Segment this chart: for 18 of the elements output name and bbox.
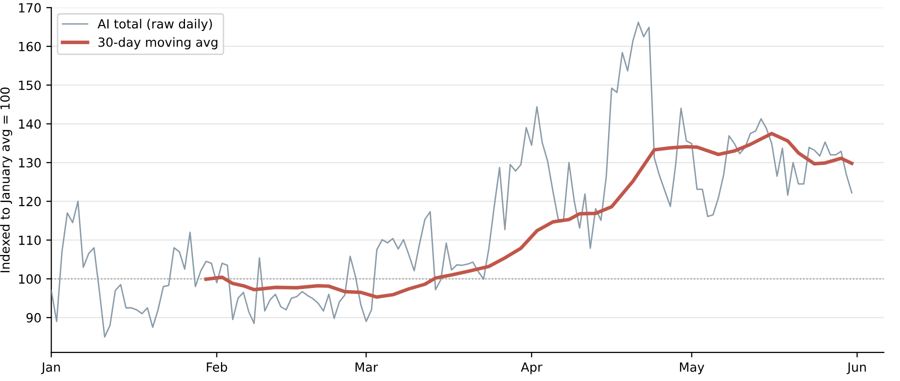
x-tick-label: Apr	[520, 362, 542, 374]
x-tick-label: May	[680, 362, 704, 374]
x-tick-label: Jun	[846, 362, 866, 374]
y-tick-label: 90	[26, 313, 41, 322]
y-tick-label: 100	[19, 274, 41, 284]
legend-label: AI total (raw daily)	[98, 18, 212, 31]
y-tick-label: 140	[19, 119, 41, 129]
y-tick-label: 110	[19, 236, 41, 245]
y-tick-label: 170	[19, 3, 41, 13]
x-tick-label: Feb	[206, 362, 228, 372]
legend-label: 30-day moving avg	[98, 37, 218, 50]
y-tick-label: 130	[19, 158, 41, 168]
x-tick-label: Mar	[356, 362, 378, 372]
y-axis-title: Indexed to January avg = 100	[0, 87, 12, 272]
x-tick-label: Jan	[41, 362, 60, 374]
y-tick-label: 120	[19, 196, 41, 206]
y-tick-label: 160	[19, 42, 41, 52]
y-tick-label: 150	[19, 80, 41, 90]
